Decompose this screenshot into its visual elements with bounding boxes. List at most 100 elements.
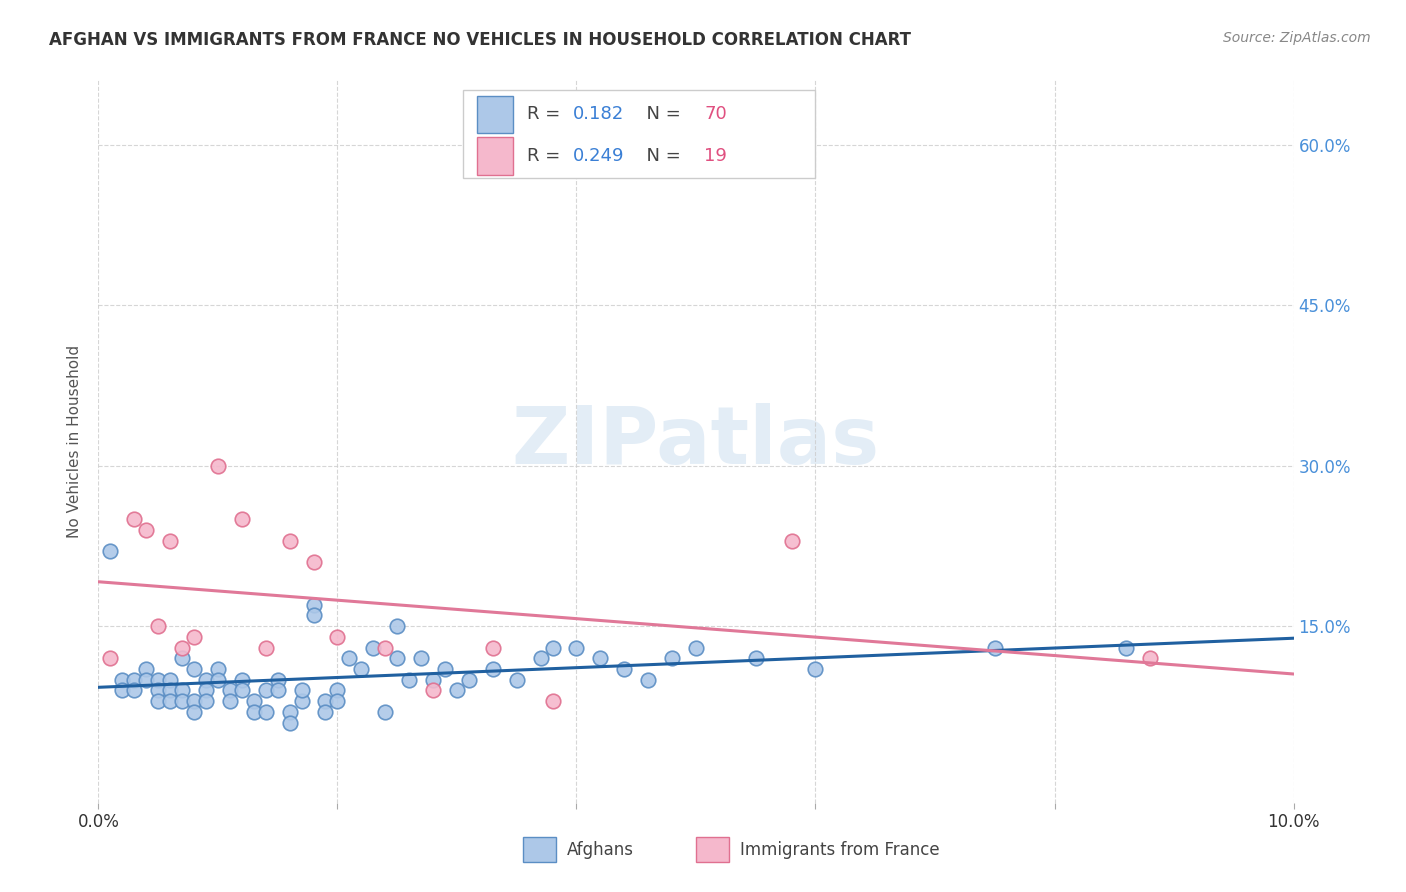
Point	[267, 673, 290, 687]
Point	[291, 694, 314, 708]
Point	[685, 640, 707, 655]
Point	[231, 512, 253, 526]
Point	[148, 694, 170, 708]
Point	[302, 555, 325, 569]
Point	[363, 640, 385, 655]
Point	[326, 683, 349, 698]
Point	[565, 640, 588, 655]
Point	[984, 640, 1007, 655]
Point	[111, 673, 134, 687]
Point	[804, 662, 827, 676]
Y-axis label: No Vehicles in Household: No Vehicles in Household	[67, 345, 83, 538]
Point	[254, 683, 277, 698]
Point	[148, 619, 170, 633]
Text: N =: N =	[636, 105, 686, 123]
Point	[219, 683, 242, 698]
Text: AFGHAN VS IMMIGRANTS FROM FRANCE NO VEHICLES IN HOUSEHOLD CORRELATION CHART: AFGHAN VS IMMIGRANTS FROM FRANCE NO VEHI…	[49, 31, 911, 49]
Point	[243, 694, 266, 708]
Point	[315, 705, 337, 719]
Point	[302, 608, 325, 623]
Point	[267, 683, 290, 698]
Point	[589, 651, 612, 665]
Point	[291, 683, 314, 698]
Point	[159, 683, 181, 698]
Point	[135, 523, 157, 537]
Point	[183, 705, 205, 719]
Point	[207, 673, 229, 687]
Point	[302, 598, 325, 612]
Point	[135, 673, 157, 687]
Text: 19: 19	[704, 147, 727, 165]
Point	[195, 683, 218, 698]
Point	[172, 651, 194, 665]
Point	[135, 662, 157, 676]
Bar	[696, 837, 730, 863]
Point	[434, 662, 457, 676]
Point	[159, 694, 181, 708]
Point	[278, 705, 301, 719]
Point	[315, 694, 337, 708]
Bar	[477, 137, 513, 175]
Text: Afghans: Afghans	[567, 841, 634, 859]
Point	[148, 673, 170, 687]
Point	[530, 651, 553, 665]
Point	[637, 673, 659, 687]
Text: 70: 70	[704, 105, 727, 123]
Point	[231, 673, 253, 687]
Point	[350, 662, 373, 676]
Point	[207, 458, 229, 473]
Point	[374, 705, 396, 719]
Text: Immigrants from France: Immigrants from France	[740, 841, 939, 859]
Point	[98, 651, 122, 665]
Point	[1115, 640, 1137, 655]
Point	[541, 640, 564, 655]
Text: R =: R =	[527, 147, 567, 165]
Point	[254, 705, 277, 719]
Point	[183, 630, 205, 644]
Point	[159, 673, 181, 687]
Text: Source: ZipAtlas.com: Source: ZipAtlas.com	[1223, 31, 1371, 45]
Point	[446, 683, 468, 698]
Point	[111, 683, 134, 698]
Point	[506, 673, 529, 687]
Point	[172, 683, 194, 698]
Point	[159, 533, 181, 548]
Point	[326, 630, 349, 644]
Point	[243, 705, 266, 719]
Point	[98, 544, 122, 558]
Point	[385, 619, 409, 633]
Point	[1139, 651, 1161, 665]
Point	[613, 662, 636, 676]
Point	[482, 662, 505, 676]
Point	[195, 673, 218, 687]
Point	[398, 673, 420, 687]
Point	[183, 662, 205, 676]
Point	[124, 683, 146, 698]
Point	[422, 673, 444, 687]
Point	[541, 694, 564, 708]
Point	[148, 683, 170, 698]
Point	[231, 683, 253, 698]
Point	[422, 683, 444, 698]
Point	[254, 640, 277, 655]
Point	[172, 640, 194, 655]
Text: 0.182: 0.182	[572, 105, 624, 123]
Point	[411, 651, 433, 665]
FancyBboxPatch shape	[463, 90, 815, 178]
Point	[124, 673, 146, 687]
Point	[326, 694, 349, 708]
Point	[661, 651, 683, 665]
Bar	[477, 95, 513, 133]
Bar	[523, 837, 557, 863]
Point	[339, 651, 361, 665]
Point	[458, 673, 481, 687]
Point	[278, 533, 301, 548]
Point	[195, 694, 218, 708]
Point	[207, 662, 229, 676]
Point	[219, 694, 242, 708]
Text: R =: R =	[527, 105, 567, 123]
Point	[374, 640, 396, 655]
Point	[278, 715, 301, 730]
Point	[183, 694, 205, 708]
Point	[745, 651, 768, 665]
